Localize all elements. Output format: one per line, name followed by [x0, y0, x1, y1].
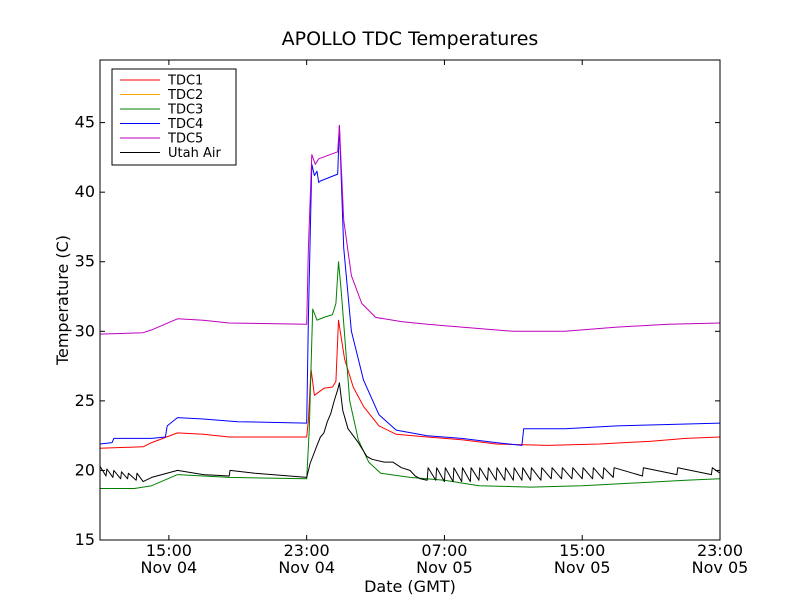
x-tick-date-label: Nov 05: [692, 558, 749, 577]
y-tick-label: 40: [75, 182, 95, 201]
series-line-tdc1: [99, 319, 721, 449]
x-tick-time-label: 07:00: [421, 541, 467, 560]
x-tick-date-label: Nov 05: [554, 558, 611, 577]
y-tick-label: 30: [75, 321, 95, 340]
x-tick-time-label: 23:00: [284, 541, 330, 560]
y-tick-label: 15: [75, 530, 95, 549]
legend-label-tdc5: TDC5: [167, 132, 203, 147]
y-tick-label: 20: [75, 460, 95, 479]
x-axis-label: Date (GMT): [364, 577, 456, 596]
series-line-tdc5: [99, 124, 721, 335]
y-axis-label: Temperature (C): [53, 235, 72, 366]
series-line-tdc3: [100, 261, 721, 489]
x-tick-date-label: Nov 04: [141, 558, 198, 577]
plot-frame: [99, 59, 721, 541]
legend-label-tdc1: TDC1: [167, 74, 203, 89]
legend-label-tdc3: TDC3: [167, 103, 203, 118]
legend-label-utah-air: Utah Air: [168, 146, 221, 161]
legend-box: [111, 68, 237, 166]
x-tick-date-label: Nov 05: [416, 558, 473, 577]
x-tick-time-label: 23:00: [697, 541, 743, 560]
legend-label-tdc4: TDC4: [167, 117, 203, 132]
series-line-utah-air: [99, 382, 721, 483]
series-layer: [99, 124, 721, 489]
x-tick-time-label: 15:00: [559, 541, 605, 560]
y-tick-label: 45: [75, 113, 95, 132]
x-tick-time-label: 15:00: [146, 541, 192, 560]
legend-label-tdc2: TDC2: [167, 88, 203, 103]
chart-title: APOLLO TDC Temperatures: [282, 28, 539, 50]
y-tick-label: 35: [75, 252, 95, 271]
series-line-tdc4: [99, 124, 721, 446]
y-tick-label: 25: [75, 391, 95, 410]
x-tick-date-label: Nov 04: [278, 558, 335, 577]
